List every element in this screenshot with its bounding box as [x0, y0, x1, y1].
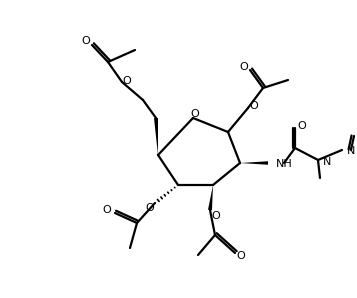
Text: NH: NH — [276, 159, 293, 169]
Text: O: O — [146, 203, 154, 213]
Text: O: O — [240, 62, 248, 72]
Text: O: O — [298, 121, 306, 131]
Text: O: O — [102, 205, 111, 215]
Polygon shape — [154, 118, 158, 155]
Text: O: O — [122, 76, 131, 86]
Polygon shape — [208, 185, 213, 210]
Text: N: N — [347, 146, 355, 156]
Polygon shape — [240, 161, 268, 165]
Text: O: O — [191, 109, 199, 119]
Text: O: O — [250, 101, 258, 111]
Text: O: O — [212, 211, 220, 221]
Text: O: O — [82, 36, 90, 46]
Text: O: O — [237, 251, 245, 261]
Text: N: N — [323, 157, 331, 167]
